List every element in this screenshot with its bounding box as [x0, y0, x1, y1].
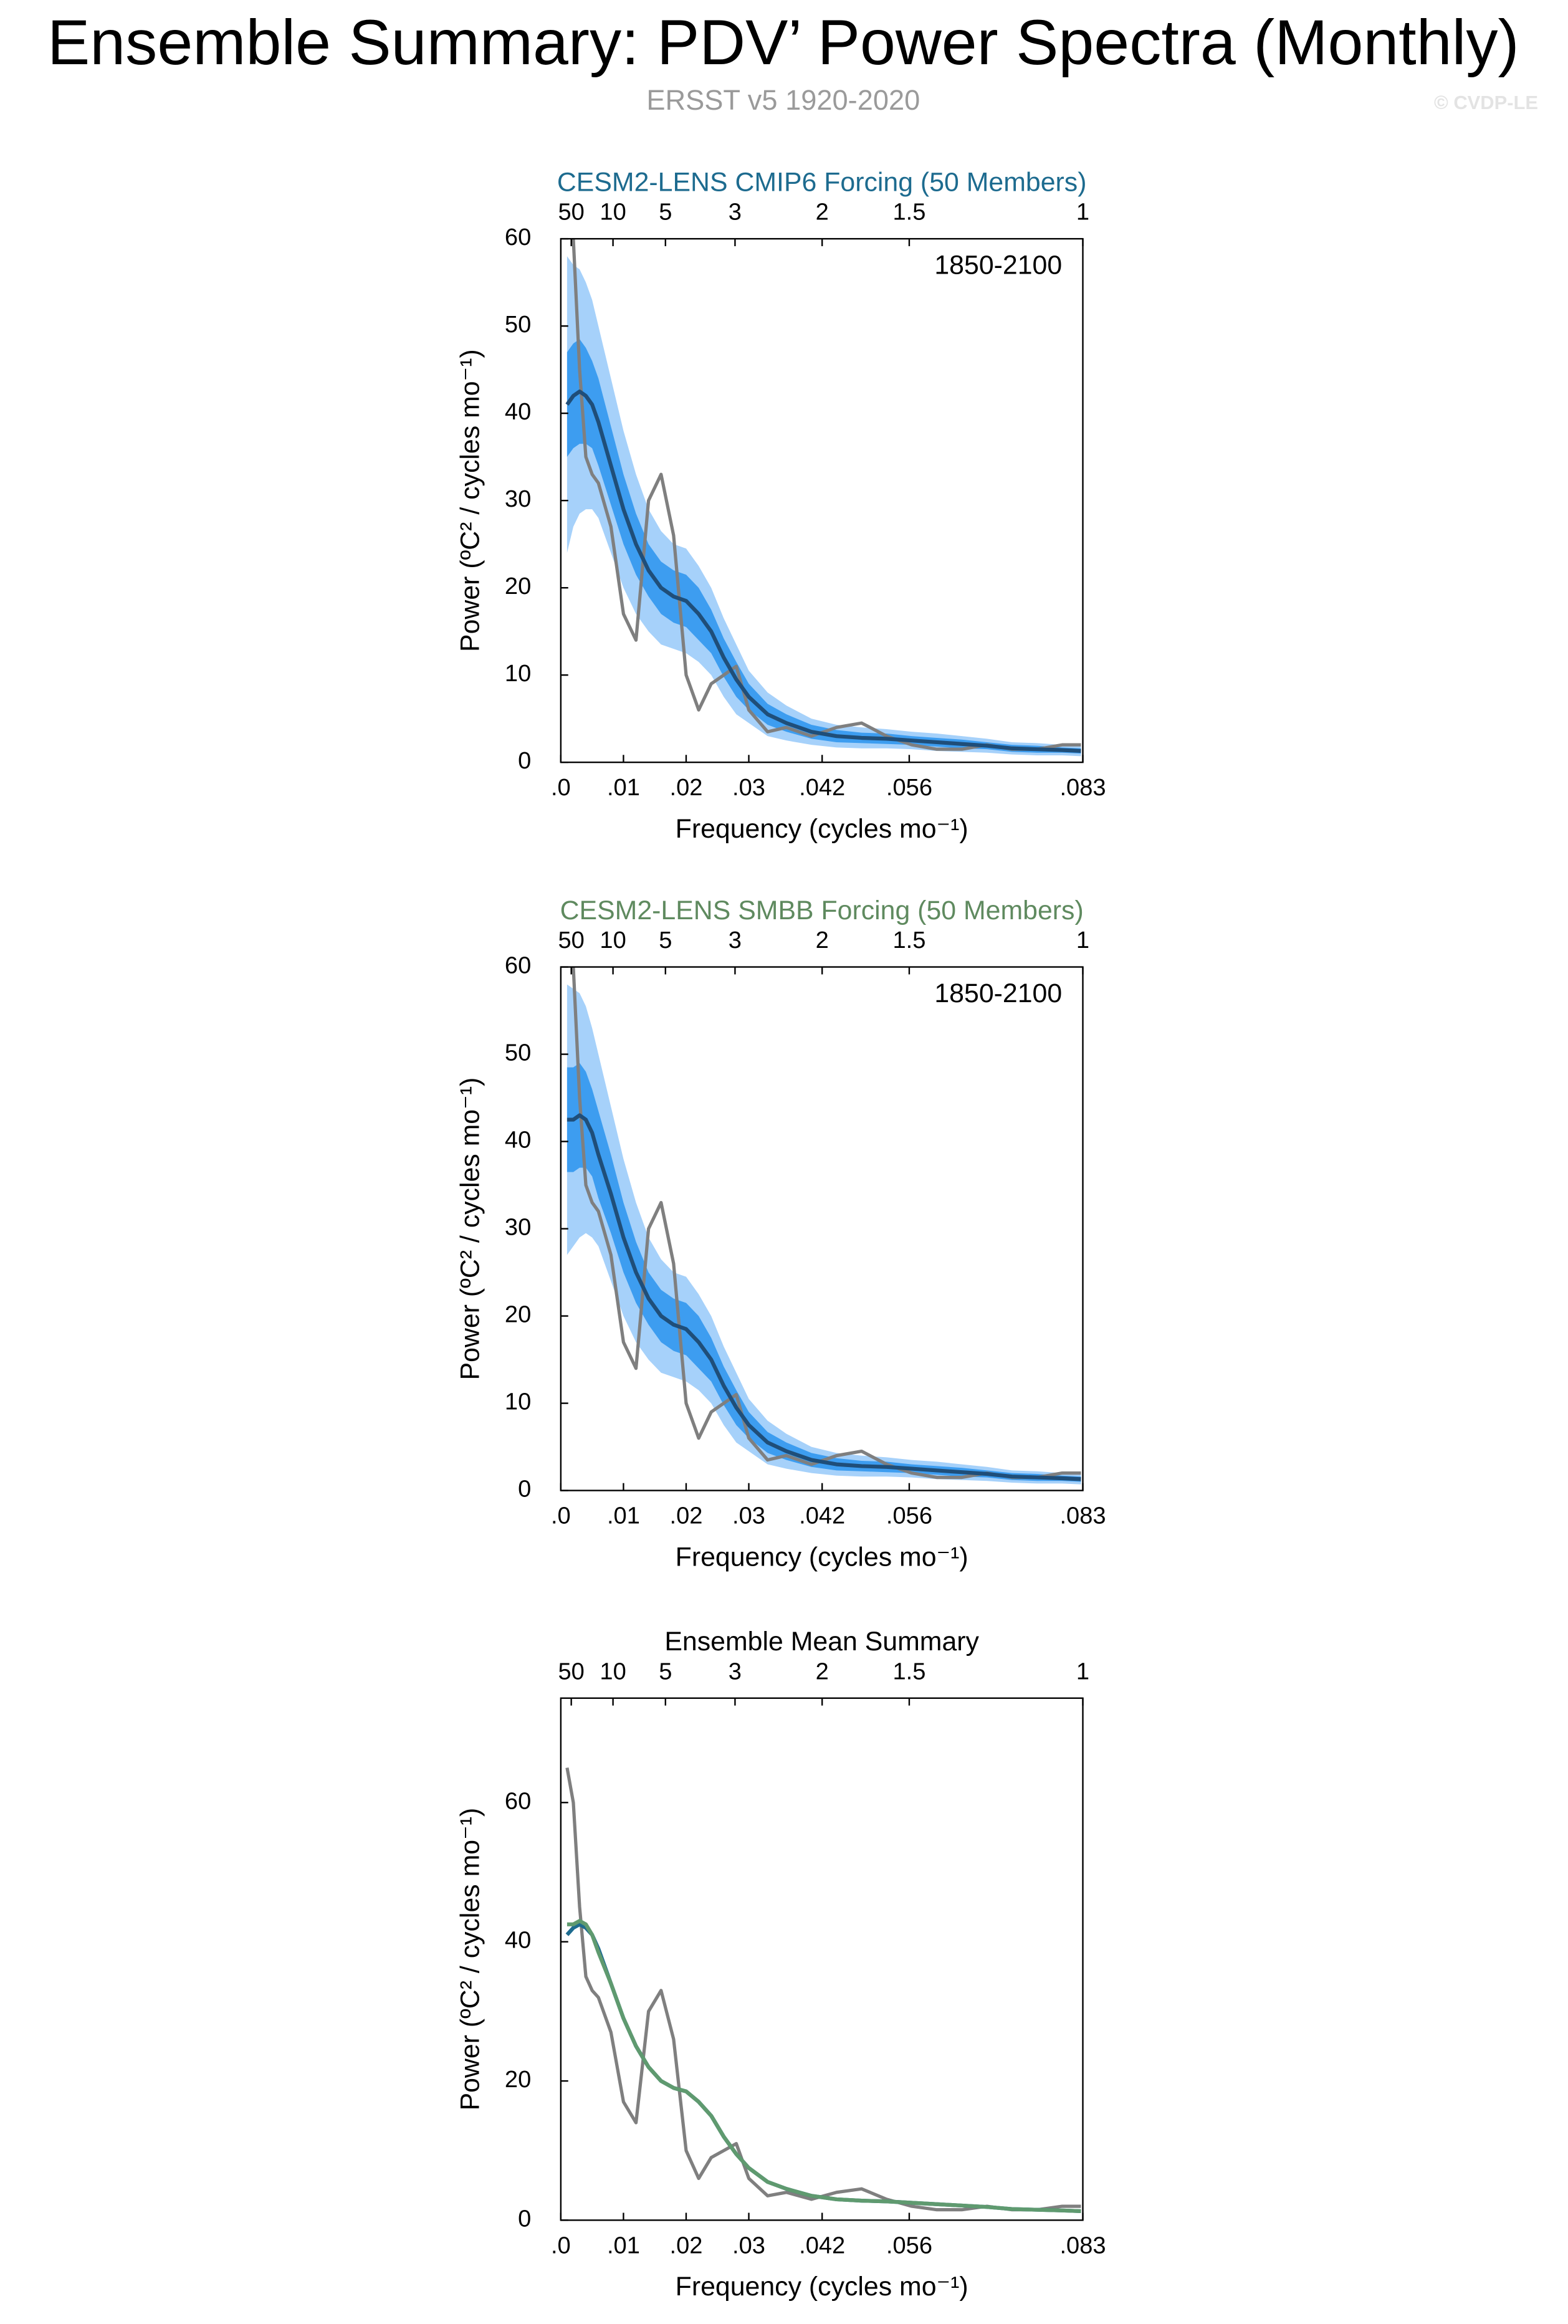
x2-tick-label: 10 [600, 1658, 626, 1685]
x-tick-label: .083 [1059, 2232, 1106, 2259]
series-line [565, 1767, 1081, 2212]
plot-area [566, 967, 1081, 1485]
x2-tick-label: 50 [558, 927, 584, 954]
y-tick-label: 10 [505, 661, 531, 687]
series-line [566, 1113, 1081, 1481]
x-tick-label: .02 [670, 1503, 703, 1529]
y-axis-label: Power (ºC² / cycles mo⁻¹) [455, 1808, 485, 2111]
x-tick-label: .02 [670, 775, 703, 801]
x2-tick-label: 10 [600, 199, 626, 226]
y-tick-label: 20 [505, 1302, 531, 1328]
x2-tick-label: 5 [659, 927, 672, 954]
series-line [566, 1919, 1081, 2213]
x-tick-label: .056 [886, 1503, 932, 1529]
x-tick-label: .0 [551, 2232, 571, 2259]
x2-tick-label: 3 [729, 199, 742, 226]
x2-tick-label: 2 [816, 927, 829, 954]
x-axis-label: Frequency (cycles mo⁻¹) [676, 2272, 968, 2302]
y-tick-label: 20 [505, 573, 531, 600]
x2-tick-label: 2 [816, 199, 829, 226]
subtitle: ERSST v5 1920-2020 [646, 84, 920, 116]
x-tick-label: .01 [607, 1503, 640, 1529]
chart-panel: CESM2-LENS SMBB Forcing (50 Members) 1850… [455, 896, 1106, 1572]
y-tick-label: 0 [518, 748, 531, 774]
x-tick-label: .042 [799, 2232, 845, 2259]
x2-tick-label: 5 [659, 199, 672, 226]
credit: © CVDP-LE [1434, 92, 1538, 113]
y-tick-label: 50 [505, 312, 531, 338]
x2-tick-label: 3 [729, 1658, 742, 1685]
plot-area [565, 239, 1081, 757]
y-tick-label: 50 [505, 1040, 531, 1066]
series-line [565, 390, 1081, 753]
plot-area [565, 1767, 1081, 2213]
x-tick-label: .02 [670, 2232, 703, 2259]
series-line [565, 1922, 1081, 2213]
y-tick-label: 40 [505, 1127, 531, 1154]
x-tick-label: .03 [732, 2232, 765, 2259]
y-tick-label: 30 [505, 486, 531, 512]
x-tick-label: .083 [1059, 775, 1106, 801]
x2-tick-label: 1 [1076, 927, 1089, 954]
chart-panel: Ensemble Mean Summary Frequency (cycles m… [455, 1627, 1106, 2302]
x2-tick-label: 5 [659, 1658, 672, 1685]
x-tick-label: .042 [799, 1503, 845, 1529]
x-axis-label: Frequency (cycles mo⁻¹) [676, 1542, 968, 1572]
x-axis-label: Frequency (cycles mo⁻¹) [676, 814, 968, 844]
chart-title: Ensemble Mean Summary [664, 1627, 979, 1657]
y-tick-label: 0 [518, 1476, 531, 1503]
spread-band [566, 256, 1081, 757]
y-tick-label: 0 [518, 2206, 531, 2232]
y-tick-label: 60 [505, 224, 531, 251]
y-tick-label: 30 [505, 1215, 531, 1241]
chart-title: CESM2-LENS CMIP6 Forcing (50 Members) [557, 167, 1087, 197]
x-tick-label: .056 [886, 2232, 932, 2259]
y-axis-label: Power (ºC² / cycles mo⁻¹) [455, 349, 485, 652]
x-tick-label: .0 [551, 1503, 571, 1529]
annotation: 1850-2100 [934, 978, 1062, 1008]
y-tick-label: 40 [505, 1928, 531, 1954]
x2-tick-label: 1 [1076, 1658, 1089, 1685]
x2-tick-label: 1.5 [893, 927, 926, 954]
x-tick-label: .03 [732, 775, 765, 801]
x-tick-label: .01 [607, 775, 640, 801]
x2-tick-label: 3 [729, 927, 742, 954]
plot-frame [560, 1697, 1084, 2221]
x2-tick-label: 1.5 [893, 199, 926, 226]
y-tick-label: 60 [505, 1788, 531, 1814]
x-tick-label: .01 [607, 2232, 640, 2259]
x-tick-label: .042 [799, 775, 845, 801]
x2-tick-label: 50 [558, 199, 584, 226]
x2-tick-label: 2 [816, 1658, 829, 1685]
annotation: 1850-2100 [934, 251, 1062, 280]
chart-panel: CESM2-LENS CMIP6 Forcing (50 Members) 185… [455, 167, 1106, 844]
x-tick-label: .083 [1059, 1503, 1106, 1529]
x2-tick-label: 10 [600, 927, 626, 954]
spread-band [566, 984, 1081, 1485]
x-tick-label: .0 [551, 775, 571, 801]
x-tick-label: .056 [886, 775, 932, 801]
x-tick-label: .03 [732, 1503, 765, 1529]
y-tick-label: 60 [505, 953, 531, 979]
y-axis-label: Power (ºC² / cycles mo⁻¹) [455, 1078, 485, 1380]
y-tick-label: 40 [505, 399, 531, 425]
y-tick-label: 10 [505, 1389, 531, 1415]
x2-tick-label: 50 [558, 1658, 584, 1685]
x2-tick-label: 1.5 [893, 1658, 926, 1685]
x2-tick-label: 1 [1076, 199, 1089, 226]
y-tick-label: 20 [505, 2067, 531, 2093]
chart-title: CESM2-LENS SMBB Forcing (50 Members) [560, 896, 1084, 925]
main-title: Ensemble Summary: PDV’ Power Spectra (Mo… [47, 6, 1519, 78]
